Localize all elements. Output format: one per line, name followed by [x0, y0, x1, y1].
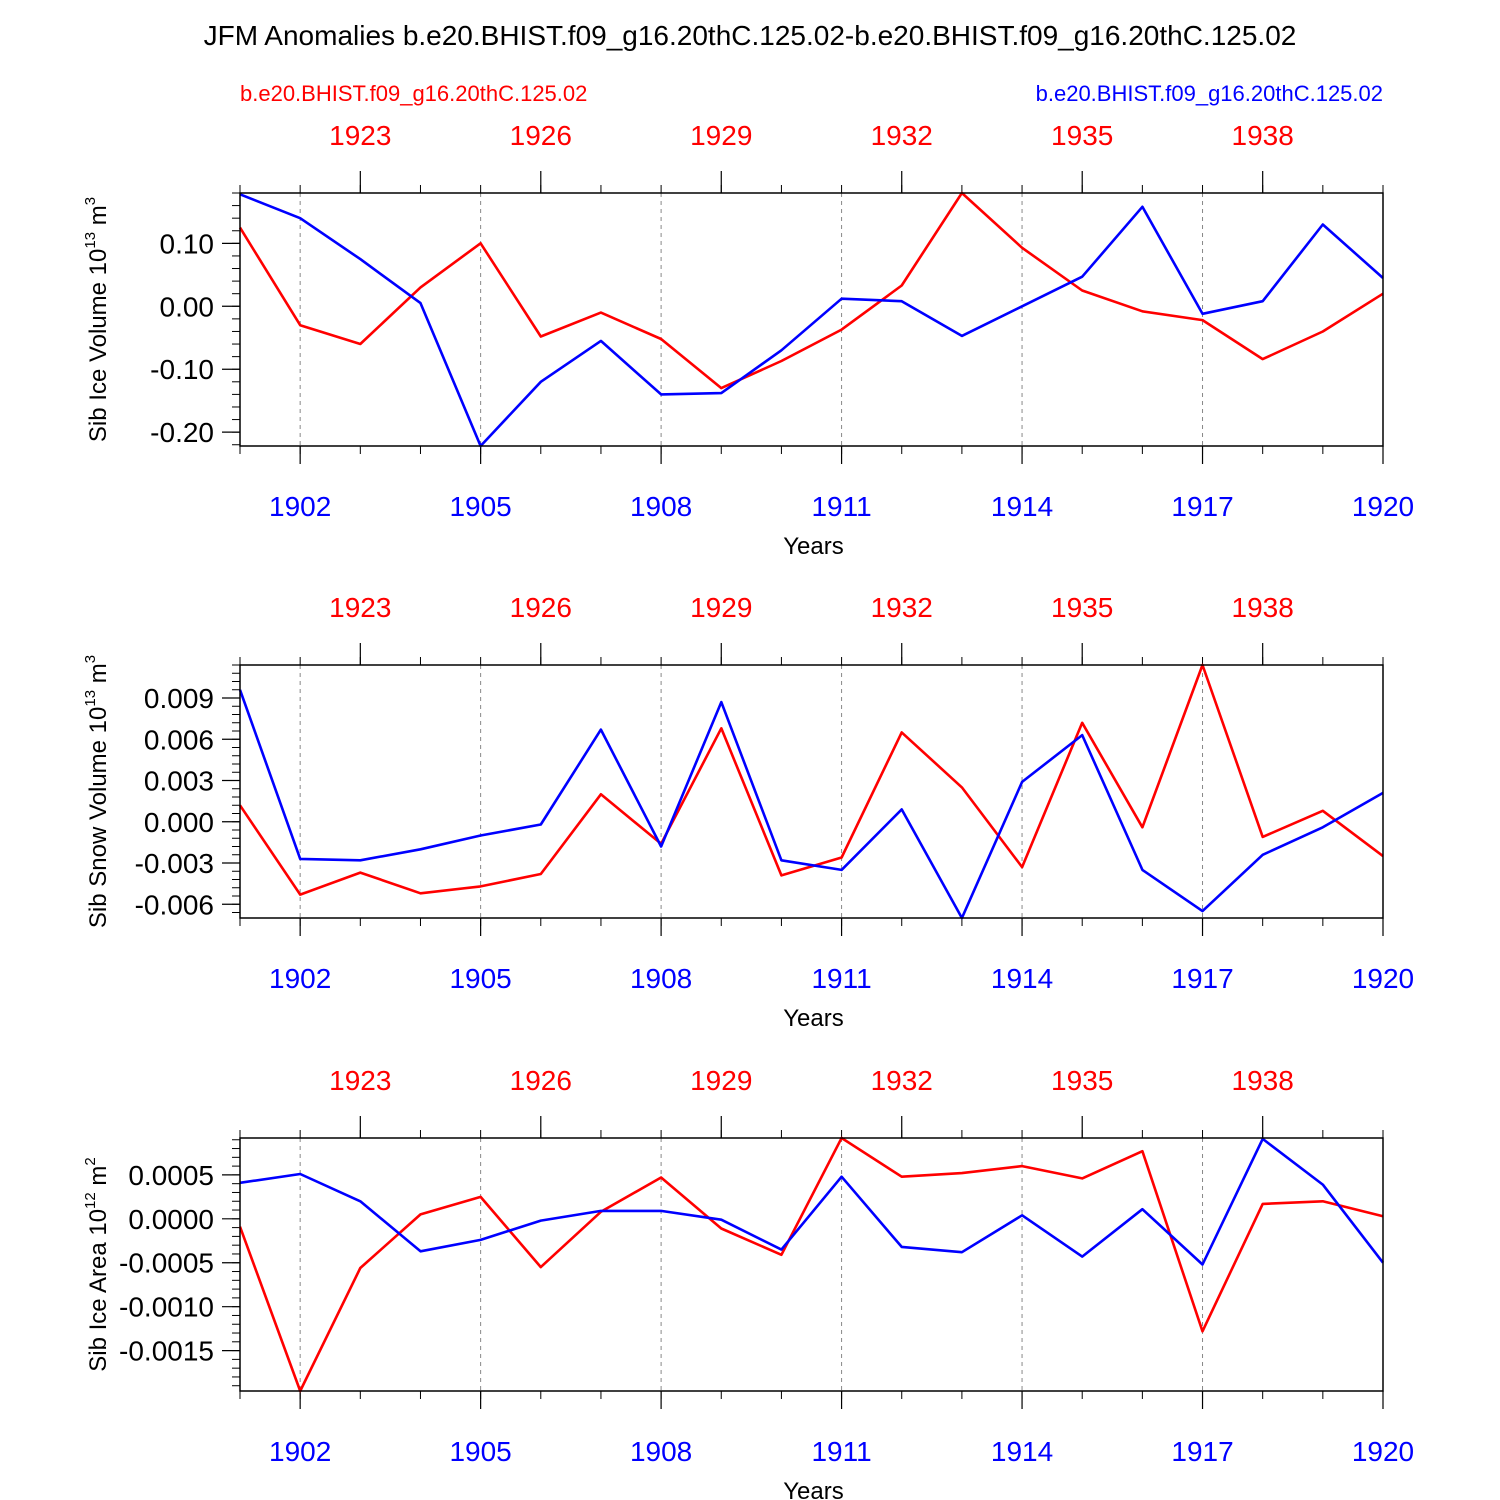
x-tick-label: 1920 [1352, 963, 1414, 994]
x-tick-label: 1914 [991, 963, 1053, 994]
y-tick-label: 0.0005 [128, 1160, 214, 1191]
y-label-part: m [85, 1166, 112, 1193]
chart-panel-1: 1902 1905 1908 1911 1914 1917 1920 1923 1926 1929… [82, 120, 1414, 560]
x-axis-label: Years [783, 1478, 844, 1500]
series-line-red [238, 1136, 1384, 1393]
y-tick-label: 0.0000 [128, 1204, 214, 1235]
y-tick-label: -0.0010 [119, 1292, 214, 1323]
y-tick-label: -0.0015 [119, 1336, 214, 1367]
x-tick-label: 1917 [1171, 1436, 1233, 1467]
legend-label-red: b.e20.BHIST.f09_g16.20thC.125.02 [240, 81, 587, 106]
y-axis-label: Sib Ice Area 1012 m2 [82, 1157, 112, 1371]
y-unit-exponent: 2 [82, 1157, 99, 1165]
x-tick-label: 1920 [1352, 1436, 1414, 1467]
chart-panel-2: 1902 1905 1908 1911 1914 1917 1920 1923 1926 1929… [82, 592, 1414, 1032]
x-tick-label: 1914 [991, 491, 1053, 522]
x-tick-label: 1911 [811, 1436, 871, 1467]
chart-panel-3: 1902 1905 1908 1911 1914 1917 1920 1923 1926 1929… [82, 1065, 1414, 1500]
figure-title: JFM Anomalies b.e20.BHIST.f09_g16.20thC.… [204, 20, 1297, 51]
series-line-blue [238, 689, 1384, 920]
y-unit-exponent: 13 [82, 232, 99, 249]
x-tick-label: 1902 [269, 963, 331, 994]
x-top-tick-label: 1929 [690, 592, 752, 623]
x-tick-label: 1908 [630, 491, 692, 522]
x-top-tick-label: 1923 [329, 592, 391, 623]
x-top-tick-label: 1932 [871, 120, 933, 151]
x-top-tick-label: 1935 [1051, 120, 1113, 151]
x-top-tick-label: 1935 [1051, 592, 1113, 623]
y-tick-label: -0.003 [135, 848, 214, 879]
y-tick-label: 0.10 [160, 228, 215, 259]
y-label-part: Sib Ice Area 10 [85, 1209, 112, 1372]
series-line-red [238, 663, 1384, 896]
y-label-part: Sib Snow Volume 10 [85, 707, 112, 928]
x-tick-label: 1905 [449, 491, 511, 522]
x-top-tick-label: 1929 [690, 1065, 752, 1096]
y-unit-exponent: 3 [82, 197, 99, 205]
series-line-blue [239, 193, 1384, 448]
y-unit-exponent: 3 [82, 655, 99, 663]
x-tick-label: 1911 [811, 491, 871, 522]
x-top-tick-label: 1926 [510, 1065, 572, 1096]
x-tick-label: 1902 [269, 491, 331, 522]
x-top-tick-label: 1929 [690, 120, 752, 151]
x-tick-label: 1920 [1352, 491, 1414, 522]
plot-frame [239, 664, 1384, 919]
x-axis-label: Years [783, 1005, 844, 1032]
x-top-tick-label: 1938 [1232, 120, 1294, 151]
y-axis-label: Sib Ice Volume 1013 m3 [82, 197, 112, 442]
x-top-tick-label: 1932 [871, 1065, 933, 1096]
x-top-tick-label: 1935 [1051, 1065, 1113, 1096]
x-tick-label: 1905 [449, 963, 511, 994]
x-tick-label: 1911 [811, 963, 871, 994]
y-label-part: m [85, 663, 112, 690]
y-unit-exponent: 13 [82, 690, 99, 707]
x-top-tick-label: 1923 [329, 120, 391, 151]
plot-frame [239, 192, 1384, 447]
y-unit-exponent: 12 [82, 1192, 99, 1209]
plot-frame [239, 1137, 1384, 1392]
legend-label-blue: b.e20.BHIST.f09_g16.20thC.125.02 [1036, 81, 1383, 106]
x-top-tick-label: 1926 [510, 592, 572, 623]
x-top-tick-label: 1932 [871, 592, 933, 623]
y-tick-label: 0.006 [144, 724, 214, 755]
series-line-red [238, 191, 1384, 390]
y-tick-label: 0.009 [144, 683, 214, 714]
x-tick-label: 1914 [991, 1436, 1053, 1467]
x-tick-label: 1905 [449, 1436, 511, 1467]
y-tick-label: -0.0005 [119, 1248, 214, 1279]
y-tick-label: 0.00 [160, 291, 215, 322]
x-top-tick-label: 1938 [1232, 592, 1294, 623]
series-line-blue [239, 1137, 1385, 1266]
y-tick-label: -0.10 [150, 354, 214, 385]
x-top-tick-label: 1926 [510, 120, 572, 151]
x-tick-label: 1908 [630, 1436, 692, 1467]
x-tick-label: 1902 [269, 1436, 331, 1467]
y-axis-label: Sib Snow Volume 1013 m3 [82, 655, 112, 928]
x-tick-label: 1917 [1171, 491, 1233, 522]
y-tick-label: 0.000 [144, 807, 214, 838]
x-axis-label: Years [783, 533, 844, 560]
y-label-part: Sib Ice Volume 10 [85, 249, 112, 442]
y-label-part: m [85, 205, 112, 232]
x-top-tick-label: 1923 [329, 1065, 391, 1096]
y-tick-label: 0.003 [144, 766, 214, 797]
x-tick-label: 1917 [1171, 963, 1233, 994]
y-tick-label: -0.20 [150, 417, 214, 448]
x-top-tick-label: 1938 [1232, 1065, 1294, 1096]
y-tick-label: -0.006 [135, 889, 214, 920]
x-tick-label: 1908 [630, 963, 692, 994]
